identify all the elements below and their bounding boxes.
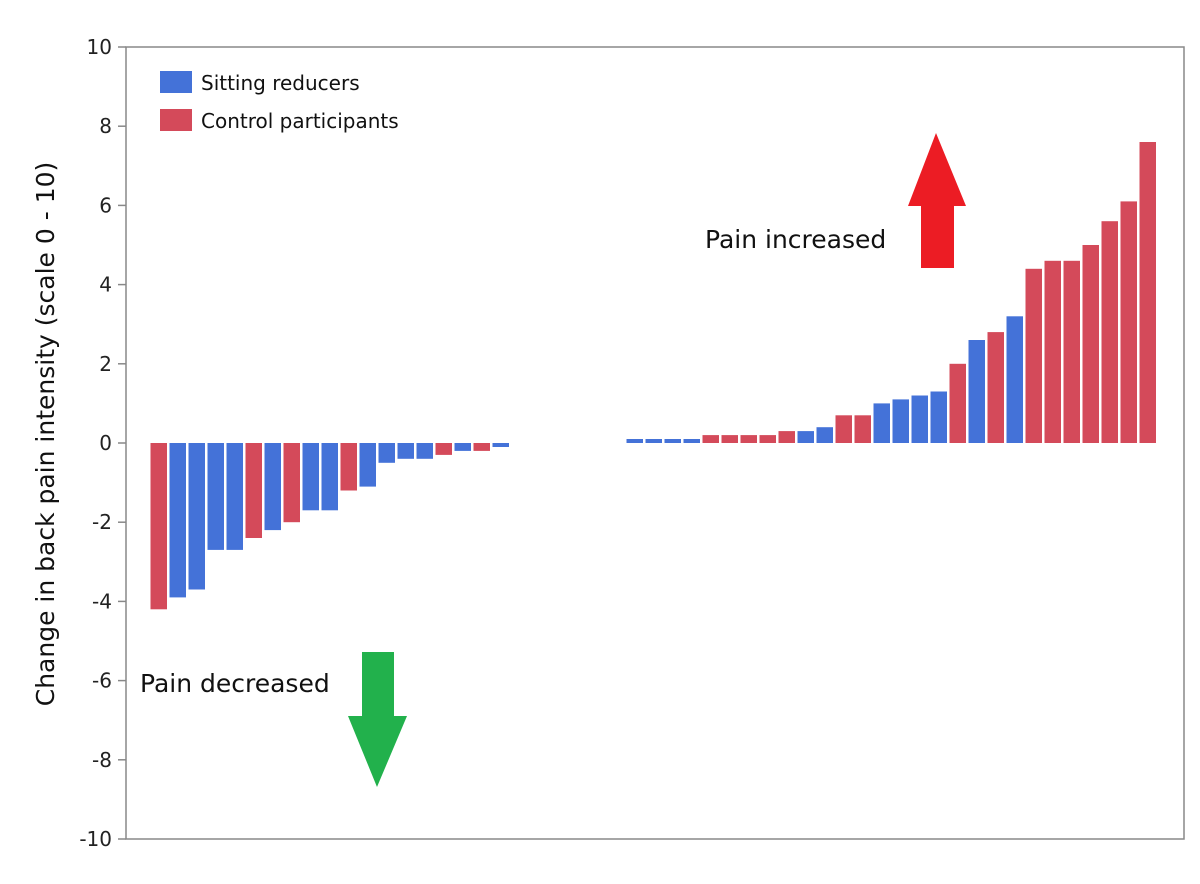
bar-sitting-reducer [416, 443, 433, 459]
legend-swatch-sitting-reducers [160, 71, 192, 93]
legend-label-sitting-reducers: Sitting reducers [201, 71, 360, 95]
bars-group [150, 142, 1156, 610]
y-tick-label: 0 [99, 431, 112, 455]
y-tick-label: -8 [92, 748, 112, 772]
bar-sitting-reducer [207, 443, 224, 550]
legend-label-control-participants: Control participants [201, 109, 399, 133]
bar-control-participant [340, 443, 357, 491]
arrow-down-icon [348, 652, 407, 787]
bar-control-participant [740, 435, 757, 443]
y-axis: 10 8 6 4 2 0 -2 -4 -6 -8 -10 [79, 35, 126, 851]
bar-control-participant [702, 435, 719, 443]
bar-control-participant [245, 443, 262, 538]
bar-control-participant [759, 435, 776, 443]
bar-control-participant [835, 415, 852, 443]
bar-sitting-reducer [816, 427, 833, 443]
y-tick-label: 4 [99, 273, 112, 297]
bar-control-participant [721, 435, 738, 443]
bar-sitting-reducer [797, 431, 814, 443]
pain-decreased-label: Pain decreased [140, 669, 330, 698]
bar-control-participant [473, 443, 490, 451]
bar-sitting-reducer [226, 443, 243, 550]
bar-sitting-reducer [321, 443, 338, 511]
bar-control-participant [435, 443, 452, 455]
bar-sitting-reducer [968, 340, 985, 443]
pain-increased-label: Pain increased [705, 225, 886, 254]
bar-sitting-reducer [188, 443, 205, 590]
y-axis-label: Change in back pain intensity (scale 0 -… [31, 162, 60, 707]
bar-control-participant [1101, 221, 1118, 443]
bar-control-participant [1025, 268, 1042, 443]
bar-sitting-reducer [892, 399, 909, 443]
bar-sitting-reducer [873, 403, 890, 443]
bar-sitting-reducer [930, 391, 947, 443]
bar-sitting-reducer [169, 443, 186, 598]
bar-sitting-reducer [359, 443, 376, 487]
y-tick-label: 2 [99, 352, 112, 376]
arrow-up-icon [908, 133, 966, 268]
y-tick-label: -10 [79, 827, 112, 851]
bar-sitting-reducer [264, 443, 281, 531]
bar-control-participant [283, 443, 300, 523]
legend-swatch-control-participants [160, 109, 192, 131]
bar-control-participant [1082, 245, 1099, 443]
bar-control-participant [854, 415, 871, 443]
bar-sitting-reducer [1006, 316, 1023, 443]
bar-sitting-reducer [302, 443, 319, 511]
y-tick-label: 10 [87, 35, 112, 59]
y-tick-label: 6 [99, 193, 112, 217]
bar-sitting-reducer [911, 395, 928, 443]
y-tick-label: -6 [92, 669, 112, 693]
bar-control-participant [1044, 260, 1061, 443]
bar-sitting-reducer [492, 443, 509, 447]
bar-sitting-reducer [378, 443, 395, 463]
legend: Sitting reducers Control participants [160, 71, 399, 133]
bar-control-participant [1120, 201, 1137, 443]
bar-control-participant [778, 431, 795, 443]
bar-control-participant [949, 363, 966, 443]
bar-sitting-reducer [397, 443, 414, 459]
bar-sitting-reducer [664, 439, 681, 443]
y-tick-label: -2 [92, 510, 112, 534]
bar-control-participant [1139, 142, 1156, 443]
y-tick-label: 8 [99, 114, 112, 138]
y-tick-label: -4 [92, 589, 112, 613]
bar-sitting-reducer [645, 439, 662, 443]
bar-sitting-reducer [683, 439, 700, 443]
bar-sitting-reducer [626, 439, 643, 443]
bar-control-participant [150, 443, 167, 610]
bar-control-participant [1063, 260, 1080, 443]
bar-control-participant [987, 332, 1004, 443]
bar-sitting-reducer [454, 443, 471, 451]
